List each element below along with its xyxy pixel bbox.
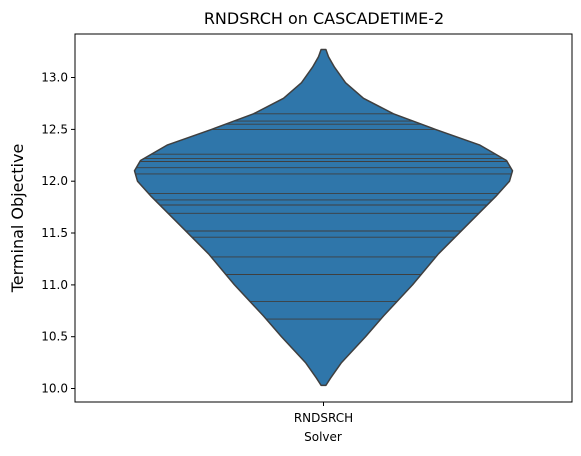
y-axis-label: Terminal Objective — [8, 144, 27, 294]
y-tick-label: 11.0 — [41, 278, 68, 292]
x-tick-label: RNDSRCH — [294, 411, 353, 425]
violin-body — [133, 48, 514, 387]
y-tick-label: 11.5 — [41, 226, 68, 240]
y-tick-label: 10.5 — [41, 330, 68, 344]
x-axis-label: Solver — [304, 430, 342, 444]
plot-area — [133, 48, 514, 387]
x-axis: RNDSRCH — [294, 402, 353, 425]
y-axis: 10.0 10.5 11.0 11.5 12.0 12.5 13.0 — [41, 71, 75, 396]
y-tick-label: 10.0 — [41, 382, 68, 396]
y-tick-label: 12.0 — [41, 174, 68, 188]
y-tick-label: 13.0 — [41, 71, 68, 85]
y-tick-label: 12.5 — [41, 122, 68, 136]
chart-title: RNDSRCH on CASCADETIME-2 — [204, 9, 444, 28]
